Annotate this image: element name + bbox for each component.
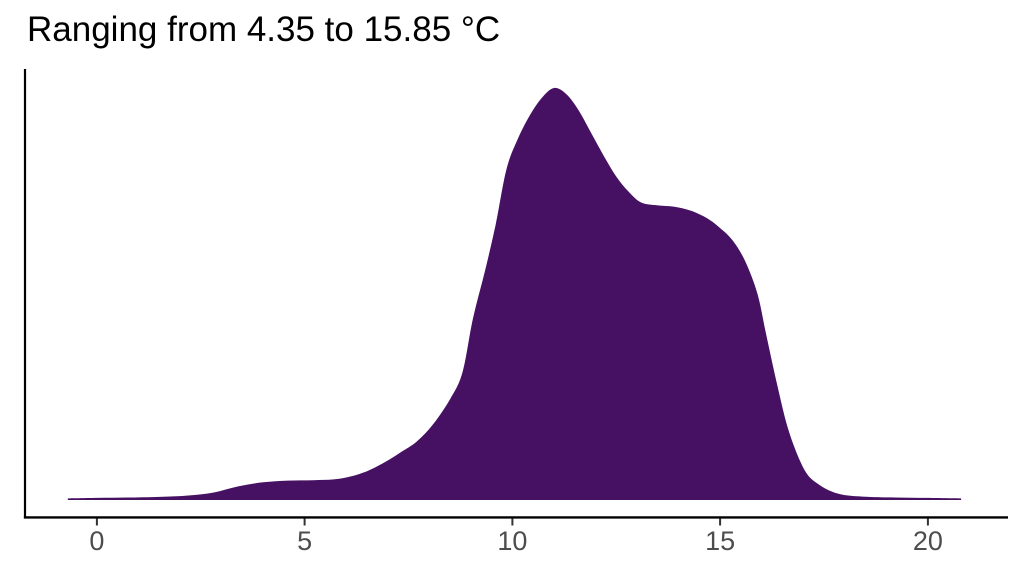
x-axis-ticks: 0 5 10 15 20 [89, 518, 943, 556]
x-axis-tick-label: 5 [297, 526, 312, 556]
x-axis-tick-label: 0 [89, 526, 104, 556]
chart-title: Ranging from 4.35 to 15.85 °C [27, 10, 501, 49]
x-axis-tick-label: 10 [497, 526, 527, 556]
density-area [67, 87, 962, 500]
x-axis-tick-label: 20 [913, 526, 943, 556]
x-axis-tick-label: 15 [705, 526, 735, 556]
